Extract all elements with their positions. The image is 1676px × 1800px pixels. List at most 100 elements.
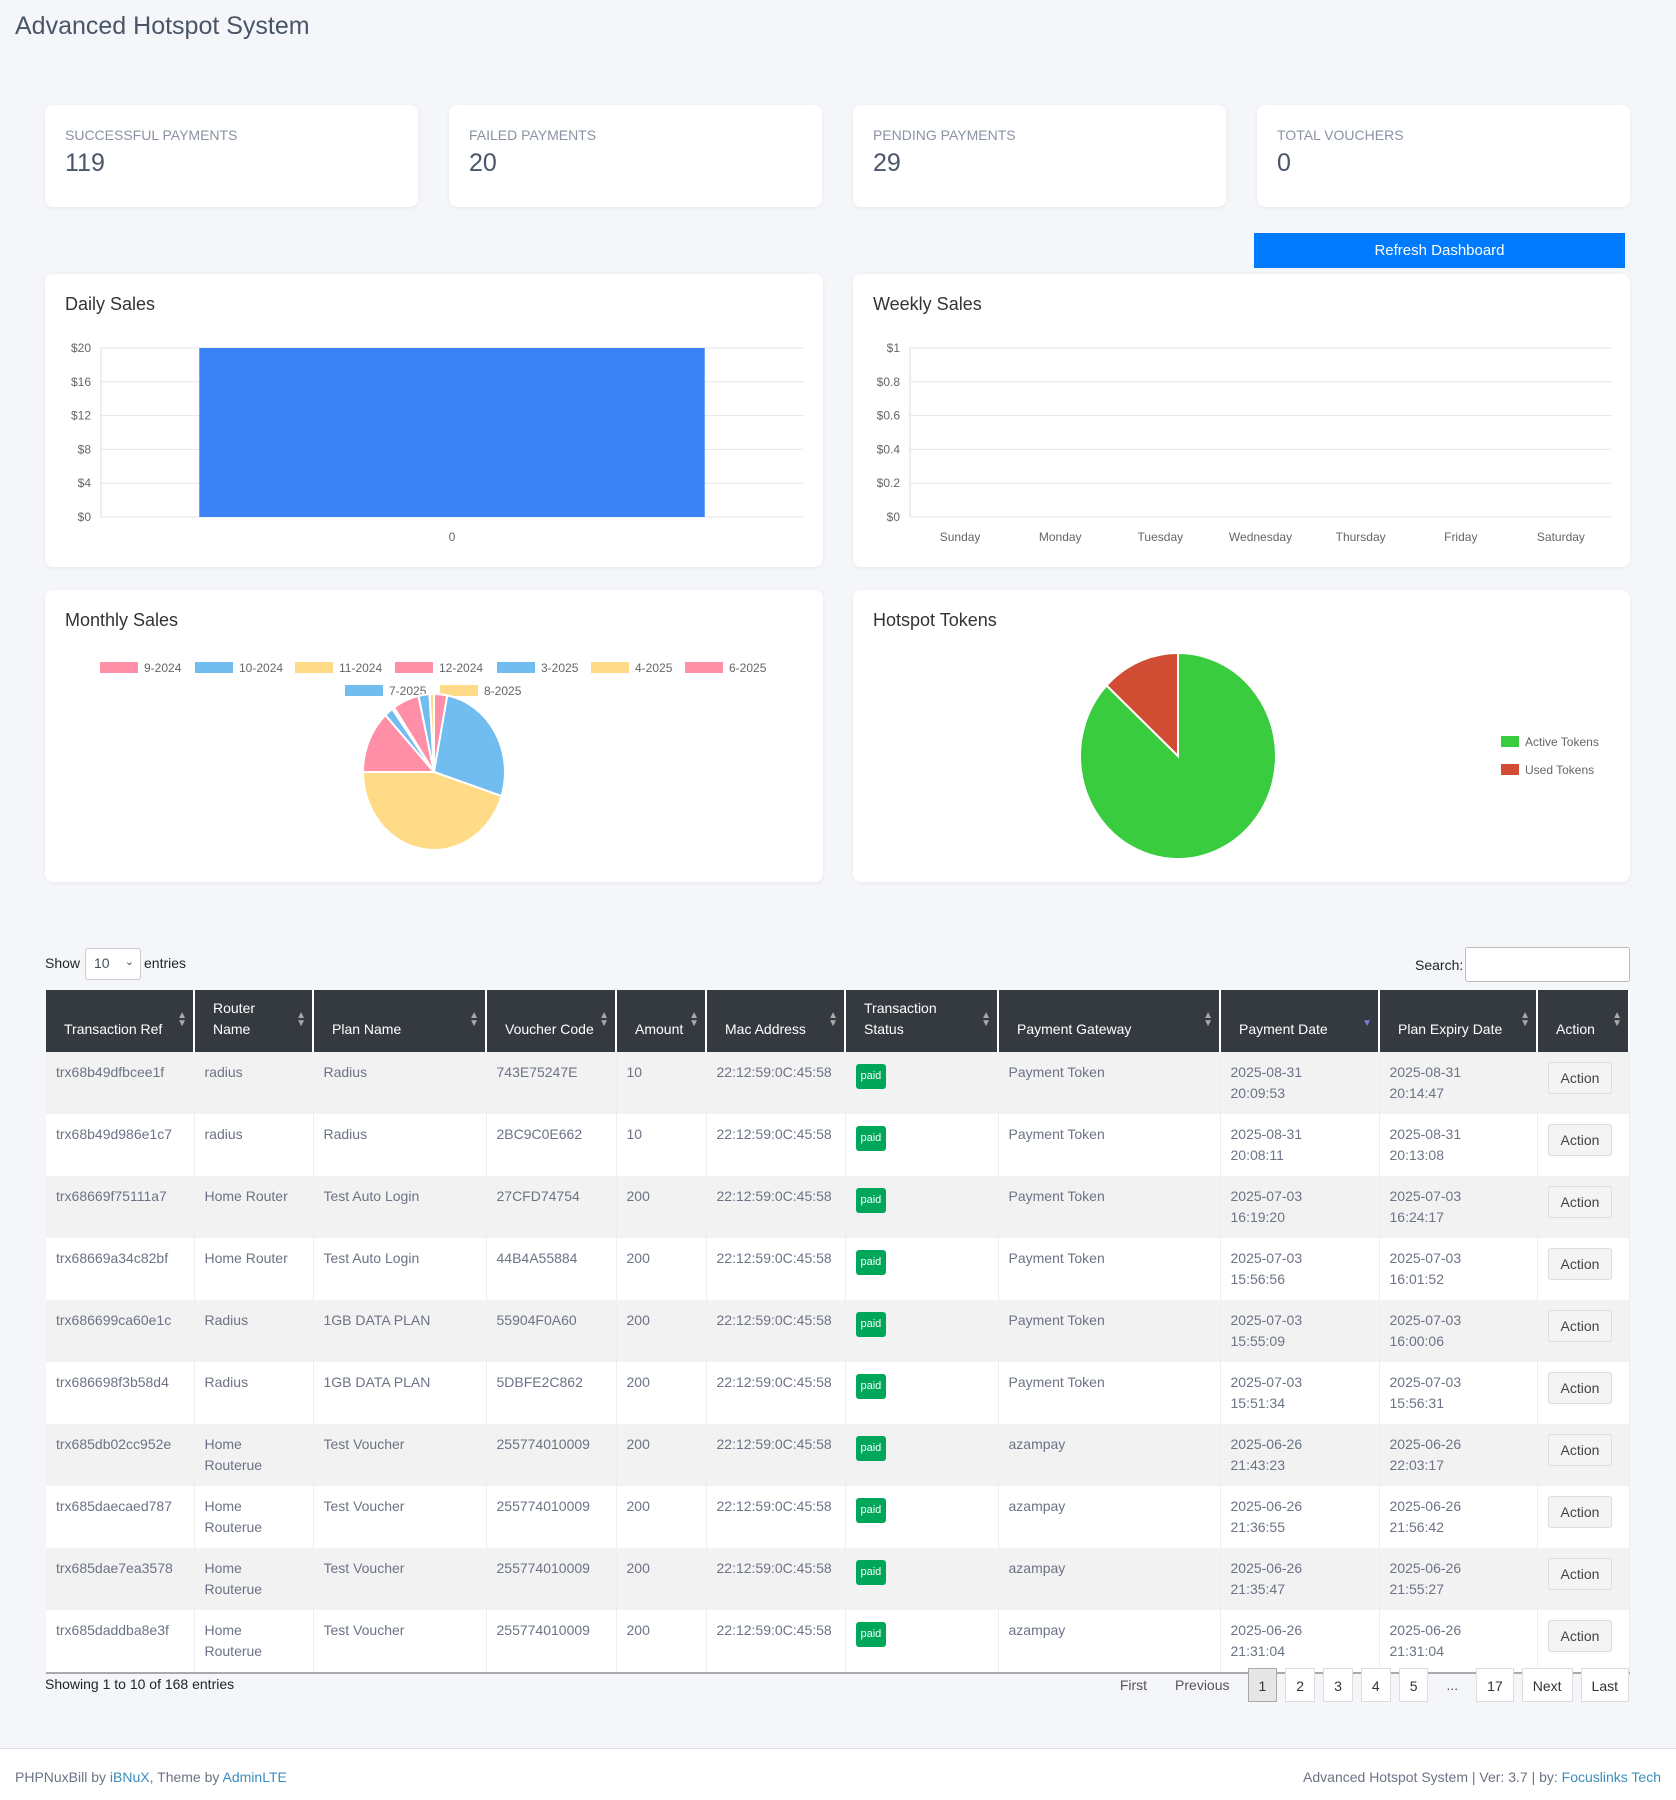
stat-card-successful: Successful Payments 119: [45, 105, 418, 207]
table-cell: 200: [616, 1486, 707, 1548]
cell-text: radius: [204, 1126, 243, 1142]
footer-credits: PHPNuxBill by iBNuX, Theme by AdminLTE: [15, 1769, 287, 1785]
cell-text: 22:12:59:0C:45:58: [716, 1498, 832, 1514]
cell-text: 2025-08-31 20:13:08: [1389, 1126, 1462, 1163]
table-row: trx686699ca60e1c Radius 1GB DATA PLAN 55904…: [46, 1300, 1630, 1362]
page-next[interactable]: Next: [1521, 1668, 1573, 1702]
table-cell: 22:12:59:0C:45:58: [706, 1238, 846, 1300]
column-header[interactable]: Payment Gateway ▲ ▼: [998, 990, 1221, 1052]
cell-text: Home Router: [204, 1250, 288, 1266]
table-cell: 743E75247E: [486, 1052, 617, 1114]
status-badge: paid: [855, 1126, 887, 1151]
stat-card-failed: Failed Payments 20: [449, 105, 822, 207]
page-5[interactable]: 5: [1398, 1668, 1429, 1702]
cell-text: 1GB DATA PLAN: [323, 1374, 431, 1390]
refresh-dashboard-button[interactable]: Refresh Dashboard: [1254, 233, 1625, 268]
sort-icon: ▲ ▼: [599, 1010, 609, 1029]
cell-text: 2025-07-03 15:56:56: [1230, 1250, 1303, 1287]
action-button[interactable]: Action: [1547, 1620, 1613, 1652]
table-cell: Home Routerue: [194, 1486, 314, 1548]
adminlte-link[interactable]: AdminLTE: [222, 1769, 287, 1785]
cell-text: 2025-06-26 21:55:27: [1389, 1560, 1462, 1597]
table-cell: 200: [616, 1610, 707, 1673]
y-tick-label: $0.2: [877, 476, 901, 490]
table-cell: 255774010009: [486, 1610, 617, 1673]
chart-title: Daily Sales: [65, 294, 156, 314]
pagination: First Previous 1 2 3 4 5 ... 17 Next Las…: [1110, 1668, 1629, 1702]
action-button[interactable]: Action: [1547, 1372, 1613, 1404]
weekly-sales-chart: $0 $0.2 $0.4 $0.6 $0.8 $1 Sunday Monday Tuesday W…: [877, 341, 1611, 544]
column-label: Plan Name: [332, 1021, 402, 1037]
cell-text: 2025-08-31 20:14:47: [1389, 1064, 1462, 1101]
page-first[interactable]: First: [1119, 1677, 1148, 1693]
action-button[interactable]: Action: [1547, 1496, 1613, 1528]
column-header[interactable]: Plan Expiry Date ▲ ▼: [1379, 990, 1538, 1052]
cell-text: 200: [626, 1250, 650, 1266]
stat-card-vouchers: Total Vouchers 0: [1257, 105, 1630, 207]
search-input[interactable]: [1465, 947, 1630, 982]
cell-text: Radius: [204, 1374, 249, 1390]
column-header[interactable]: Transaction Status ▲ ▼: [845, 990, 999, 1052]
column-header[interactable]: Mac Address ▲ ▼: [706, 990, 846, 1052]
page-2[interactable]: 2: [1285, 1668, 1316, 1702]
cell-text: Test Voucher: [323, 1622, 405, 1638]
column-header[interactable]: Voucher Code ▲ ▼: [486, 990, 617, 1052]
column-label: Router Name: [213, 1000, 256, 1037]
cell-text: 2025-06-26 22:03:17: [1389, 1436, 1462, 1473]
table-cell: 2025-08-31 20:08:11: [1220, 1114, 1380, 1176]
y-tick-label: $0: [78, 510, 92, 524]
table-cell: 255774010009: [486, 1548, 617, 1610]
page-1[interactable]: 1: [1247, 1668, 1278, 1702]
x-tick-label: Sunday: [940, 530, 981, 544]
y-tick-label: $0.8: [877, 375, 901, 389]
table-cell: Home Routerue: [194, 1610, 314, 1673]
table-cell: Radius: [194, 1362, 314, 1424]
page-previous[interactable]: Previous: [1175, 1677, 1230, 1693]
action-button[interactable]: Action: [1547, 1062, 1613, 1094]
focuslinks-link[interactable]: Focuslinks Tech: [1561, 1769, 1661, 1785]
page-size-select[interactable]: 10 ⌄: [85, 948, 141, 980]
column-header[interactable]: Payment Date ▼: [1220, 990, 1380, 1052]
column-header[interactable]: Action ▲ ▼: [1537, 990, 1630, 1052]
page-4[interactable]: 4: [1360, 1668, 1391, 1702]
cell-text: radius: [204, 1064, 243, 1080]
x-tick-label: Wednesday: [1229, 530, 1292, 544]
column-header[interactable]: Transaction Ref ▲ ▼: [46, 990, 195, 1052]
table-cell: 22:12:59:0C:45:58: [706, 1362, 846, 1424]
cell-text: 200: [626, 1312, 650, 1328]
legend-swatch: [100, 662, 138, 673]
table-cell: 2025-06-26 21:31:04: [1220, 1610, 1380, 1673]
cell-text: 22:12:59:0C:45:58: [716, 1188, 832, 1204]
page-size-value: 10: [94, 955, 110, 971]
sort-icon: ▲ ▼: [689, 1010, 699, 1029]
table-cell: Payment Token: [998, 1052, 1221, 1114]
legend-label: 6-2025: [729, 661, 767, 675]
table-row: trx685daecaed787 Home Routerue Test Vouche…: [46, 1486, 1630, 1548]
action-button[interactable]: Action: [1547, 1124, 1613, 1156]
page-3[interactable]: 3: [1323, 1668, 1353, 1702]
ibnux-link[interactable]: iBNuX: [109, 1769, 150, 1785]
cell-text: 743E75247E: [496, 1064, 578, 1080]
table-cell: 2025-07-03 16:01:52: [1379, 1238, 1538, 1300]
cell-text: 22:12:59:0C:45:58: [716, 1436, 832, 1452]
action-button[interactable]: Action: [1547, 1558, 1613, 1590]
page-last[interactable]: Last: [1580, 1668, 1629, 1702]
legend-swatch: [395, 662, 433, 673]
weekly-sales-card: Weekly Sales $0 $0.2 $0.4 $0.6 $0.8 $1 Sunday M…: [853, 274, 1630, 567]
column-header[interactable]: Router Name ▲ ▼: [194, 990, 314, 1052]
stat-label: Pending Payments: [873, 127, 1016, 143]
status-badge: paid: [855, 1498, 887, 1523]
cell-text: Test Auto Login: [323, 1250, 420, 1266]
action-button[interactable]: Action: [1547, 1434, 1613, 1466]
cell-text: Radius: [204, 1312, 249, 1328]
table-cell: Payment Token: [998, 1300, 1221, 1362]
column-header[interactable]: Amount ▲ ▼: [616, 990, 707, 1052]
page-17[interactable]: 17: [1476, 1668, 1514, 1702]
cell-text: 2BC9C0E662: [496, 1126, 583, 1142]
action-button[interactable]: Action: [1547, 1248, 1613, 1280]
action-button[interactable]: Action: [1547, 1186, 1613, 1218]
sort-icon: ▲ ▼: [1520, 1010, 1530, 1029]
column-header[interactable]: Plan Name ▲ ▼: [313, 990, 487, 1052]
daily-sales-card: Daily Sales $0 $4 $8 $12 $16 $20 0: [45, 274, 823, 567]
action-button[interactable]: Action: [1547, 1310, 1613, 1342]
